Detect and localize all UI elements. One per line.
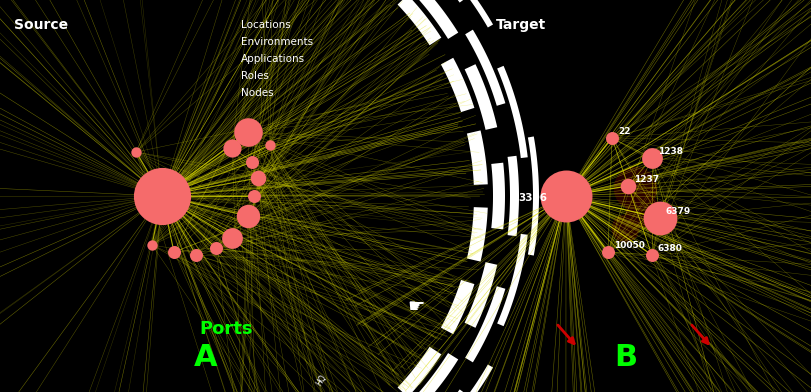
Point xyxy=(189,252,202,258)
Text: 22: 22 xyxy=(617,127,629,136)
Point xyxy=(241,213,254,219)
Text: Locations: Locations xyxy=(241,20,290,30)
Polygon shape xyxy=(408,353,457,392)
Polygon shape xyxy=(465,30,504,106)
Polygon shape xyxy=(527,136,539,256)
Point xyxy=(645,155,658,161)
Point xyxy=(559,193,572,199)
Point xyxy=(209,245,222,251)
Text: 6379: 6379 xyxy=(665,207,690,216)
Text: Environments: Environments xyxy=(241,37,313,47)
Polygon shape xyxy=(412,365,492,392)
Point xyxy=(620,183,633,189)
Text: 6380: 6380 xyxy=(657,244,682,253)
Text: Applications: Applications xyxy=(241,54,305,64)
Polygon shape xyxy=(804,0,811,20)
Polygon shape xyxy=(0,388,16,392)
Polygon shape xyxy=(794,0,811,26)
Polygon shape xyxy=(440,280,474,334)
Text: Source: Source xyxy=(14,18,68,32)
Polygon shape xyxy=(466,131,487,185)
Text: B: B xyxy=(614,343,637,372)
Point xyxy=(167,249,180,255)
Text: Ports: Ports xyxy=(199,320,252,338)
Point xyxy=(618,225,631,231)
Point xyxy=(156,193,169,199)
Polygon shape xyxy=(397,347,441,392)
Polygon shape xyxy=(496,234,527,326)
Polygon shape xyxy=(394,389,465,392)
Polygon shape xyxy=(466,207,487,261)
Point xyxy=(245,159,258,165)
Point xyxy=(251,175,264,181)
Polygon shape xyxy=(794,366,811,392)
Polygon shape xyxy=(0,0,16,4)
Point xyxy=(129,149,142,155)
Text: Nodes: Nodes xyxy=(241,88,273,98)
Polygon shape xyxy=(804,372,811,392)
Point xyxy=(225,235,238,241)
Text: HQ: HQ xyxy=(314,373,328,388)
Point xyxy=(264,142,277,148)
Point xyxy=(645,252,658,258)
Polygon shape xyxy=(394,0,465,3)
Polygon shape xyxy=(412,0,492,27)
Point xyxy=(145,242,158,248)
Text: 1237: 1237 xyxy=(633,175,659,184)
Point xyxy=(241,129,254,135)
Point xyxy=(247,193,260,199)
Polygon shape xyxy=(464,64,496,130)
Text: 10050: 10050 xyxy=(613,241,644,250)
Polygon shape xyxy=(397,0,441,45)
Text: Roles: Roles xyxy=(241,71,268,81)
Point xyxy=(628,185,641,191)
Point xyxy=(225,145,238,151)
Polygon shape xyxy=(465,286,504,362)
Polygon shape xyxy=(408,0,457,39)
Text: Target: Target xyxy=(496,18,546,32)
Polygon shape xyxy=(491,163,504,229)
Point xyxy=(605,135,618,141)
Polygon shape xyxy=(440,58,474,112)
Text: 1238: 1238 xyxy=(657,147,682,156)
Polygon shape xyxy=(507,156,518,236)
Text: ☛: ☛ xyxy=(407,296,424,316)
Point xyxy=(635,207,648,213)
Text: A: A xyxy=(194,343,217,372)
Point xyxy=(653,215,666,221)
Polygon shape xyxy=(464,262,496,328)
Text: 3306: 3306 xyxy=(517,193,547,203)
Point xyxy=(601,249,614,255)
Polygon shape xyxy=(496,66,527,158)
